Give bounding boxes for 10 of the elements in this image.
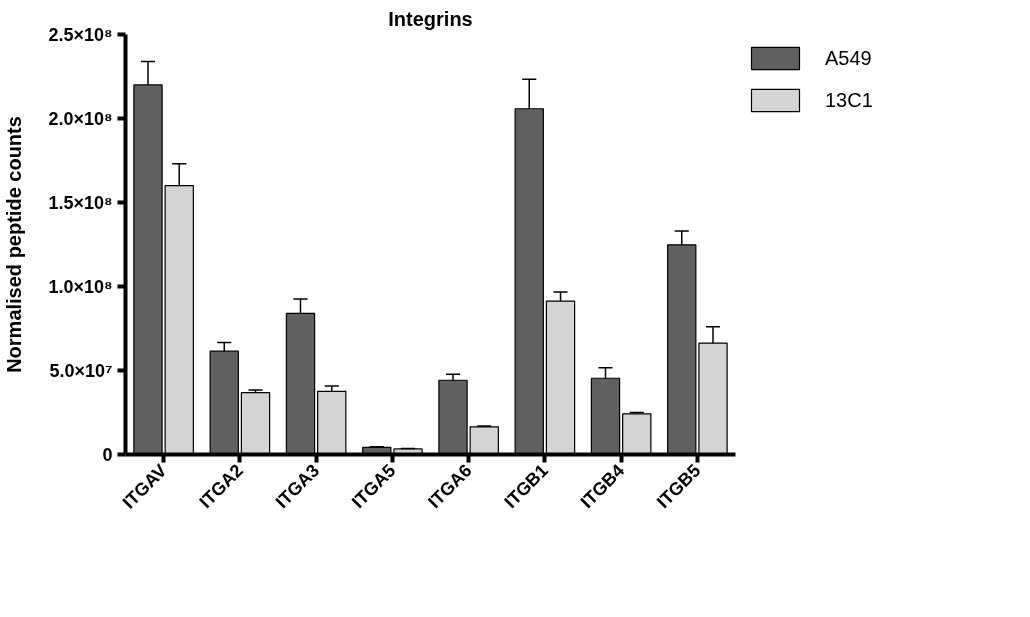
legend-label: A549 xyxy=(825,46,872,70)
chart-title: Integrins xyxy=(388,7,473,30)
y-tick-label: 2.0×10⁸ xyxy=(48,108,113,129)
y-tick-label: 1.5×10⁸ xyxy=(48,192,113,213)
y-axis-title: Normalised peptide counts xyxy=(3,116,26,373)
y-tick-label: 1.0×10⁸ xyxy=(48,276,113,297)
y-tick-label: 2.5×10⁸ xyxy=(48,24,113,45)
legend-label: 13C1 xyxy=(825,88,873,112)
y-tick-label: 0 xyxy=(102,444,113,465)
y-tick-label: 5.0×10⁷ xyxy=(49,360,113,381)
